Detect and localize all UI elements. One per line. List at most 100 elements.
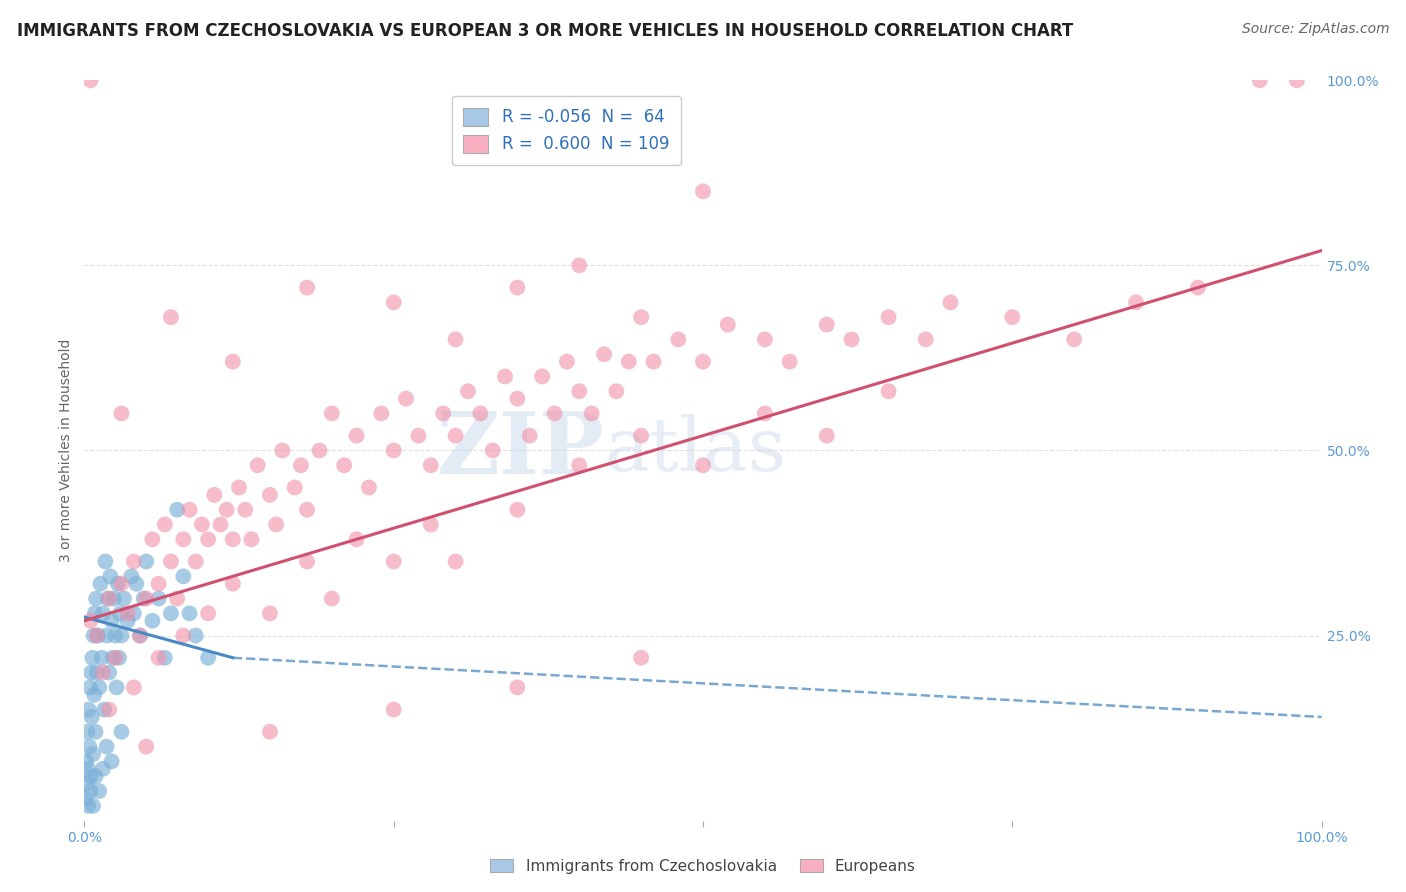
Point xyxy=(160,607,183,621)
Point xyxy=(692,458,714,473)
Point xyxy=(555,354,578,368)
Point xyxy=(408,428,430,442)
Point xyxy=(692,184,714,198)
Text: IMMIGRANTS FROM CZECHOSLOVAKIA VS EUROPEAN 3 OR MORE VEHICLES IN HOUSEHOLD CORRE: IMMIGRANTS FROM CZECHOSLOVAKIA VS EUROPE… xyxy=(17,22,1073,40)
Point xyxy=(166,502,188,516)
Point xyxy=(96,739,118,754)
Point xyxy=(104,650,127,665)
Point xyxy=(83,628,105,642)
Point xyxy=(295,502,318,516)
Point xyxy=(98,665,121,680)
Point xyxy=(141,533,163,547)
Point xyxy=(1063,333,1085,347)
Point xyxy=(215,502,238,516)
Point xyxy=(166,591,188,606)
Point xyxy=(148,576,170,591)
Point xyxy=(79,73,101,87)
Point xyxy=(1285,73,1308,87)
Point xyxy=(76,724,98,739)
Point xyxy=(83,607,105,621)
Point xyxy=(519,428,541,442)
Point xyxy=(259,488,281,502)
Point xyxy=(568,458,591,473)
Point xyxy=(815,428,838,442)
Point xyxy=(107,576,129,591)
Point xyxy=(506,681,529,695)
Point xyxy=(630,310,652,325)
Point xyxy=(877,384,900,399)
Point xyxy=(1001,310,1024,325)
Point xyxy=(184,628,207,642)
Point xyxy=(531,369,554,384)
Y-axis label: 3 or more Vehicles in Household: 3 or more Vehicles in Household xyxy=(59,339,73,562)
Point xyxy=(568,259,591,273)
Point xyxy=(779,354,801,368)
Point xyxy=(815,318,838,332)
Point xyxy=(179,607,201,621)
Point xyxy=(692,354,714,368)
Point xyxy=(914,333,936,347)
Point xyxy=(89,681,111,695)
Point xyxy=(581,407,603,421)
Point xyxy=(382,703,405,717)
Point xyxy=(321,591,343,606)
Point xyxy=(308,443,330,458)
Point xyxy=(93,703,115,717)
Point xyxy=(630,650,652,665)
Point xyxy=(80,710,103,724)
Point xyxy=(172,628,194,642)
Point xyxy=(240,533,263,547)
Point xyxy=(89,784,111,798)
Point xyxy=(395,392,418,406)
Point xyxy=(444,428,467,442)
Point xyxy=(605,384,627,399)
Legend: R = -0.056  N =  64, R =  0.600  N = 109: R = -0.056 N = 64, R = 0.600 N = 109 xyxy=(451,96,681,165)
Point xyxy=(346,533,368,547)
Point xyxy=(432,407,454,421)
Point xyxy=(82,650,104,665)
Point xyxy=(86,628,108,642)
Point xyxy=(172,533,194,547)
Point xyxy=(117,607,139,621)
Point xyxy=(110,576,132,591)
Point xyxy=(197,607,219,621)
Point xyxy=(129,628,152,642)
Point xyxy=(593,347,616,361)
Point xyxy=(76,776,98,791)
Point xyxy=(197,650,219,665)
Point xyxy=(630,428,652,442)
Point xyxy=(117,614,139,628)
Point xyxy=(357,481,380,495)
Point xyxy=(77,762,100,776)
Point xyxy=(79,739,101,754)
Point xyxy=(754,407,776,421)
Point xyxy=(382,555,405,569)
Point xyxy=(94,555,117,569)
Point xyxy=(754,333,776,347)
Point xyxy=(103,591,125,606)
Point xyxy=(382,295,405,310)
Point xyxy=(617,354,640,368)
Point xyxy=(84,724,107,739)
Point xyxy=(717,318,740,332)
Point xyxy=(79,769,101,783)
Point xyxy=(97,591,120,606)
Point xyxy=(84,769,107,783)
Point xyxy=(110,724,132,739)
Point xyxy=(83,688,105,702)
Point xyxy=(153,517,176,532)
Point xyxy=(222,533,245,547)
Point xyxy=(100,755,122,769)
Point xyxy=(148,591,170,606)
Point xyxy=(264,517,287,532)
Point xyxy=(82,747,104,761)
Point xyxy=(333,458,356,473)
Point xyxy=(506,280,529,294)
Point xyxy=(122,607,145,621)
Point xyxy=(172,569,194,583)
Point xyxy=(290,458,312,473)
Point xyxy=(246,458,269,473)
Text: Source: ZipAtlas.com: Source: ZipAtlas.com xyxy=(1241,22,1389,37)
Point xyxy=(202,488,225,502)
Point xyxy=(91,665,114,680)
